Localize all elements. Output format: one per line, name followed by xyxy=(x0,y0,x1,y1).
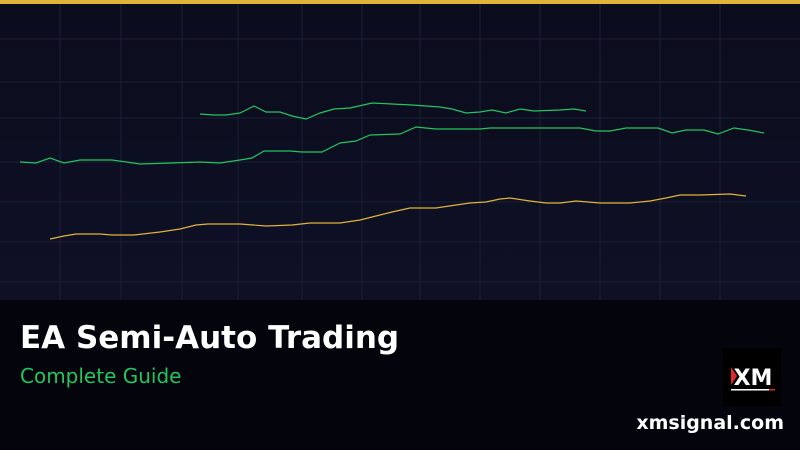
banner-subtitle: Complete Guide xyxy=(20,364,182,388)
banner-title: EA Semi-Auto Trading xyxy=(20,320,400,356)
banner-footer xyxy=(0,300,800,450)
svg-text:XM: XM xyxy=(734,366,773,391)
website-url: xmsignal.com xyxy=(636,412,784,434)
green-line-middle xyxy=(19,126,765,165)
background-chart xyxy=(0,4,800,300)
grid xyxy=(0,4,800,300)
green-line-upper xyxy=(199,102,587,120)
top-accent-bar xyxy=(0,0,800,4)
gold-line xyxy=(49,193,747,240)
xm-logo: XM xyxy=(723,348,781,406)
